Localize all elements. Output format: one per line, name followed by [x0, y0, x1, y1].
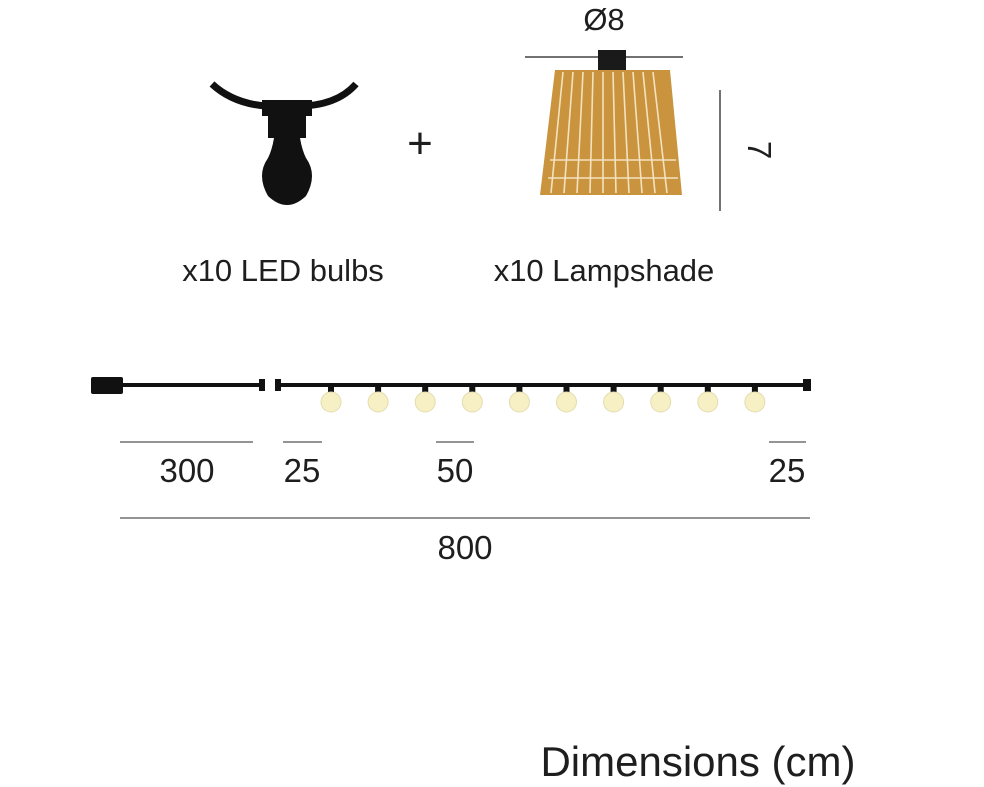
cable	[91, 377, 811, 413]
total-length: 800	[437, 529, 492, 566]
bulb	[603, 391, 625, 413]
plus-sign: +	[407, 119, 433, 168]
lampshade-icon	[525, 50, 721, 211]
bulb-socket	[704, 385, 711, 393]
bulb-spacing: 50	[437, 452, 474, 489]
start-gap: 25	[284, 452, 321, 489]
bulb-socket	[610, 385, 617, 393]
bulb	[414, 391, 436, 413]
caption: Dimensions (cm)	[540, 738, 855, 785]
bulb	[367, 391, 389, 413]
lampshade-label: x10 Lampshade	[494, 253, 715, 288]
bulb	[697, 391, 719, 413]
bulb-socket	[422, 385, 429, 393]
bulb-socket	[657, 385, 664, 393]
bulb-socket	[469, 385, 476, 393]
bulbs-label: x10 LED bulbs	[182, 253, 384, 288]
bulb	[744, 391, 766, 413]
dimension-lines	[120, 441, 810, 519]
bulb	[461, 391, 483, 413]
bulb	[556, 391, 577, 413]
bulb-socket	[563, 385, 570, 393]
bulb-socket	[751, 385, 758, 393]
diameter-label: Ø8	[583, 2, 624, 37]
bulb	[320, 391, 342, 413]
cable-length: 300	[159, 452, 214, 489]
end-gap: 25	[769, 452, 806, 489]
bulb-socket	[375, 385, 382, 393]
bulb-socket	[516, 385, 523, 393]
bulb	[650, 391, 672, 413]
bulb	[508, 391, 530, 413]
height-label: 7	[741, 141, 778, 159]
bulb-socket	[328, 385, 334, 393]
bulb-icon	[209, 81, 359, 205]
